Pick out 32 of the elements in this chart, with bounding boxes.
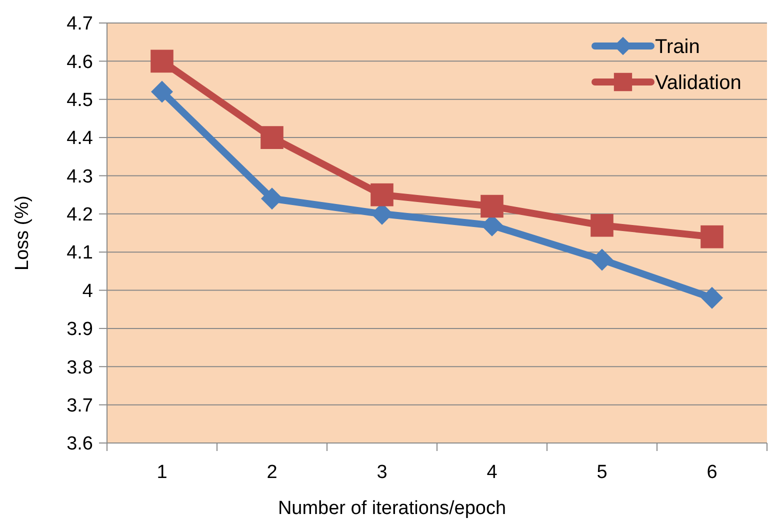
x-tick-label: 4	[486, 462, 498, 483]
y-tick-label: 4.6	[66, 52, 93, 73]
y-tick-label: 4.2	[66, 204, 93, 226]
x-tick-label: 6	[706, 462, 718, 483]
point	[700, 225, 724, 248]
x-tick-label: 2	[266, 462, 278, 483]
y-tick-label: 4	[82, 280, 94, 302]
x-tick-label: 1	[156, 462, 168, 483]
x-tick-label: 5	[596, 462, 608, 483]
point	[701, 286, 723, 309]
y-tick-label: 4.7	[66, 14, 93, 35]
point	[260, 126, 284, 149]
point	[480, 194, 504, 218]
y-tick-label: 4.5	[66, 90, 93, 112]
x-axis-title: Number of iterations/epoch	[278, 498, 506, 519]
y-tick-label: 4.1	[66, 242, 93, 264]
y-axis-title: Loss (%)	[12, 196, 33, 270]
y-tick-label: 3.8	[66, 357, 93, 378]
legend-label: Train	[655, 36, 700, 58]
y-tick-label: 4.4	[66, 128, 94, 150]
y-tick-label: 3.6	[66, 434, 93, 455]
point	[590, 214, 614, 237]
point	[151, 80, 173, 103]
y-tick-label: 3.7	[66, 395, 93, 416]
point	[591, 248, 613, 271]
point	[150, 50, 174, 73]
legend-label: Validation	[655, 72, 742, 94]
y-tick-label: 4.3	[66, 166, 93, 188]
point	[261, 188, 283, 210]
x-tick-label: 3	[376, 462, 388, 483]
point	[370, 183, 394, 206]
y-tick-label: 3.9	[66, 319, 93, 340]
